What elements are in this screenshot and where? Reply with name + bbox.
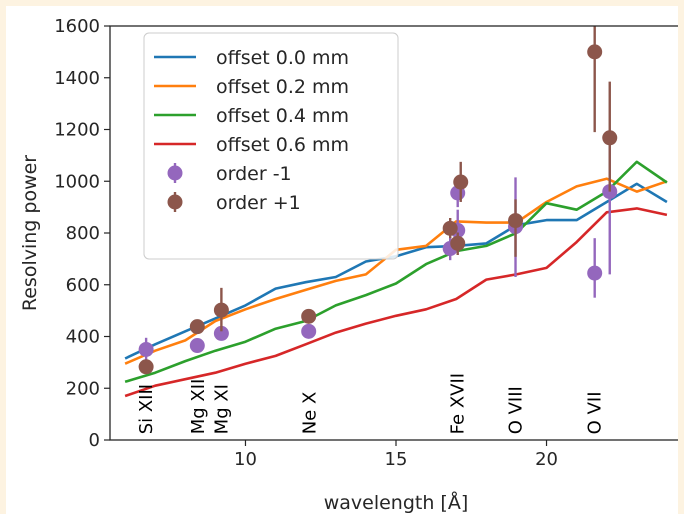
- point-1-1: [189, 319, 205, 335]
- point-0-8: [587, 265, 603, 281]
- emission-line-label-0: Si XIII: [136, 384, 157, 434]
- legend-points-label-0: order -1: [216, 163, 292, 185]
- series-line-2: [124, 160, 668, 384]
- legend-points-label-1: order +1: [216, 192, 301, 214]
- emission-line-label-2: Mg XI: [211, 384, 232, 434]
- chart: Si XIII Mg XII Mg XI Ne X Fe XVII O VIII O VII…: [19, 16, 678, 514]
- legend-label-0: offset 0.0 mm: [216, 47, 349, 69]
- emission-line-label-6: O VII: [585, 391, 606, 434]
- plot-area: Si XIII Mg XII Mg XI Ne X Fe XVII O VIII O VII: [124, 26, 668, 435]
- emission-line-label-3: Ne X: [300, 392, 321, 435]
- y-tick-label-7: 1400: [54, 68, 100, 89]
- y-tick-label-4: 800: [66, 223, 100, 244]
- legend-label-1: offset 0.2 mm: [216, 76, 349, 98]
- x-tick-label-1: 15: [385, 449, 408, 470]
- point-1-9: [602, 130, 618, 146]
- legend-marker-0: [167, 165, 183, 181]
- point-0-0: [138, 341, 154, 357]
- point-1-4: [442, 220, 458, 236]
- y-tick-label-3: 600: [66, 275, 100, 296]
- emission-line-label-1: Mg XII: [188, 379, 209, 435]
- y-tick-label-5: 1000: [54, 171, 100, 192]
- point-1-2: [213, 302, 229, 318]
- legend-label-3: offset 0.6 mm: [216, 134, 349, 156]
- point-1-3: [301, 308, 317, 324]
- point-0-2: [213, 325, 229, 341]
- y-tick-label-6: 1200: [54, 120, 100, 141]
- legend-label-2: offset 0.4 mm: [216, 105, 349, 127]
- series-line-3: [124, 207, 668, 398]
- emission-line-label-5: O VIII: [506, 386, 527, 434]
- point-1-0: [138, 359, 154, 375]
- point-1-6: [453, 174, 469, 190]
- x-axis-title: wavelength [Å]: [324, 491, 469, 514]
- emission-line-label-4: Fe XVII: [448, 373, 469, 434]
- figure-frame: Si XIII Mg XII Mg XI Ne X Fe XVII O VIII O VII…: [6, 6, 678, 514]
- y-tick-label-2: 400: [66, 327, 100, 348]
- y-tick-label-0: 0: [89, 430, 100, 451]
- legend: offset 0.0 mm offset 0.2 mm offset 0.4 mm o…: [143, 32, 399, 260]
- legend-box: [143, 32, 399, 260]
- x-tick-label-2: 20: [535, 449, 558, 470]
- legend-marker-1: [167, 194, 183, 210]
- y-tick-label-1: 200: [66, 378, 100, 399]
- point-1-7: [508, 213, 524, 229]
- point-1-8: [587, 44, 603, 60]
- y-tick-label-8: 1600: [54, 16, 100, 37]
- point-0-3: [301, 323, 317, 339]
- y-axis-title: Resolving power: [19, 155, 41, 311]
- x-tick-label-0: 10: [234, 449, 257, 470]
- point-1-5: [450, 235, 466, 251]
- point-0-1: [189, 338, 205, 354]
